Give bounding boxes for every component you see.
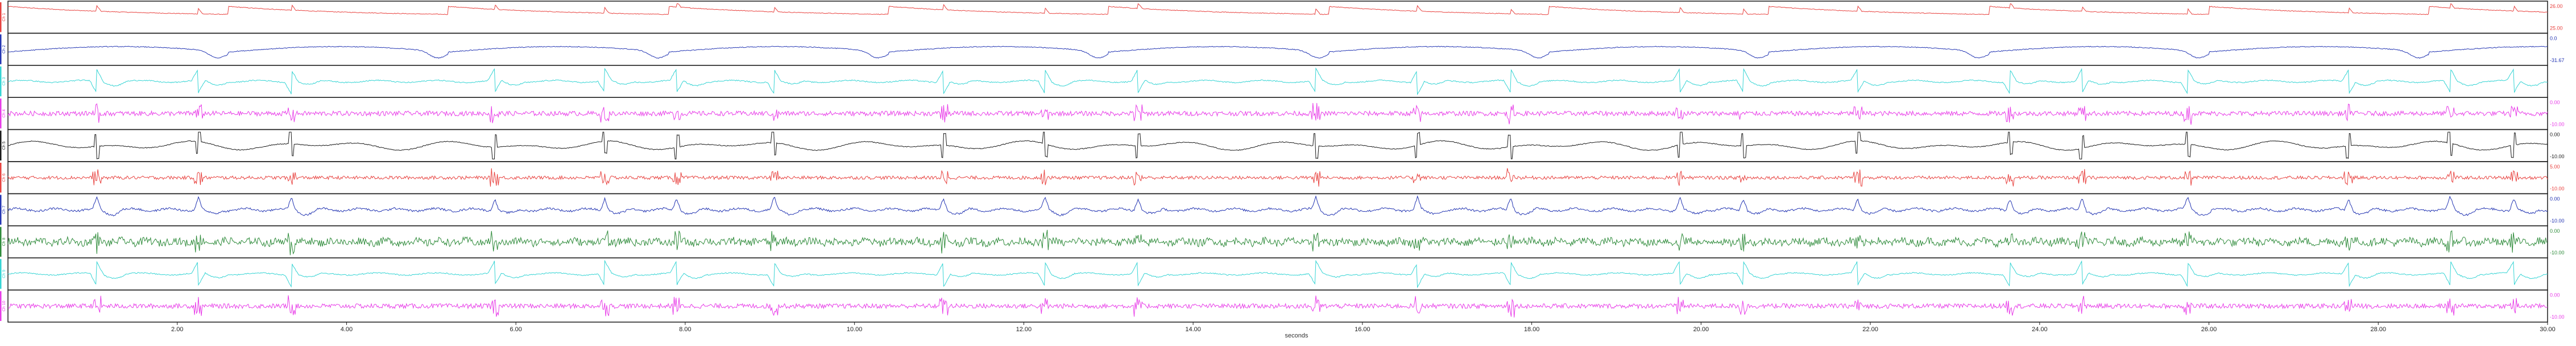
channel-trace [7,67,2548,96]
channel-tick-top: 0.00 [2550,293,2560,298]
x-tick-label: 6.00 [510,326,521,333]
x-tick-label: 14.00 [1185,326,1201,333]
channel-trace [7,229,2548,256]
channel-tick-bottom: -10.00 [2550,122,2565,127]
x-axis-label: seconds [1285,332,1308,339]
x-tick-label: 28.00 [2371,326,2387,333]
channel-tick-bottom: -10.00 [2550,154,2565,159]
channel-label: Ch 6 [2,174,6,182]
channel-label: Ch 10 [2,300,6,311]
channel-tick-top: 5.00 [2550,164,2560,170]
channel-label: Ch 9 [2,270,6,278]
channel-trace [7,46,2548,59]
channel-trace [7,168,2548,187]
x-tick-label: 12.00 [1016,326,1032,333]
channel-tick-bottom: -10.00 [2550,250,2565,256]
channel-frame [7,1,2548,34]
x-tick-label: 2.00 [171,326,183,333]
channel-label: Ch 7 [2,205,6,214]
x-tick-label: 4.00 [341,326,353,333]
channel-tick-top: 26.00 [2550,3,2563,9]
x-tick-label: 18.00 [1524,326,1540,333]
channel-tick-top: 0.00 [2550,228,2560,234]
channel-tick-bottom: -10.00 [2550,186,2565,191]
x-tick-label: 16.00 [1355,326,1370,333]
channel-tick-top: 0.00 [2550,196,2560,201]
channel-trace [7,3,2548,15]
x-tick-label: 26.00 [2201,326,2217,333]
channel-trace [7,131,2548,159]
channel-tick-top: 0.00 [2550,132,2560,138]
channel-tick-bottom: 25.00 [2550,25,2563,31]
channel-label: Ch 2 [2,45,6,53]
channel-frame [7,32,2548,66]
channel-tick-bottom: -10.00 [2550,218,2565,224]
channel-label: Ch 1 [2,13,6,22]
channel-label: Ch 8 [2,238,6,246]
channel-tick-bottom: -31.67 [2550,57,2565,63]
channel-label: Ch 5 [2,141,6,150]
x-tick-label: 10.00 [847,326,863,333]
channel-frame [7,129,2548,162]
x-tick-label: 8.00 [679,326,691,333]
channel-tick-top: 0.0 [2550,35,2557,41]
channel-trace [8,295,2548,318]
channel-trace [7,260,2548,289]
channel-trace [7,195,2548,217]
channel-label: Ch 3 [2,77,6,86]
x-tick-label: 24.00 [2032,326,2048,333]
channel-trace [7,102,2548,125]
x-tick-label: 22.00 [1862,326,1878,333]
channel-tick-bottom: -10.00 [2550,314,2565,320]
channel-tick-top: 0.00 [2550,100,2560,105]
x-tick-label: 30.00 [2540,326,2556,333]
channel-label: Ch 4 [2,109,6,118]
x-tick-label: 20.00 [1693,326,1709,333]
